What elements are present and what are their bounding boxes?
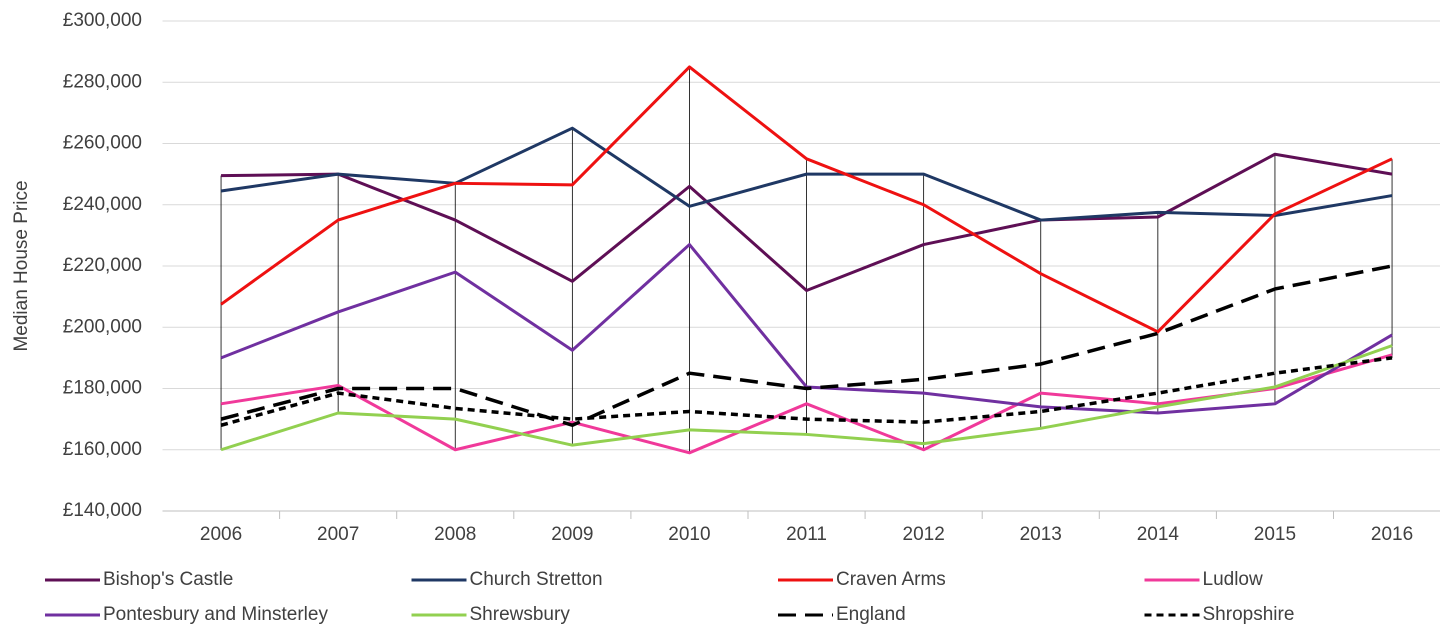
y-tick-label: £200,000 — [63, 316, 142, 337]
x-tick-label: 2016 — [1371, 524, 1413, 545]
series-line — [220, 344, 1393, 452]
y-tick-label: £160,000 — [63, 439, 142, 460]
legend-label: Ludlow — [1203, 569, 1263, 590]
x-tick-label: 2013 — [1020, 524, 1062, 545]
y-tick-label: £260,000 — [63, 133, 142, 154]
x-tick-label: 2009 — [551, 524, 593, 545]
series-line — [220, 356, 1393, 427]
legend-label: Craven Arms — [836, 569, 946, 590]
x-tick-label: 2015 — [1254, 524, 1296, 545]
legend-label: Pontesbury and Minsterley — [103, 604, 328, 625]
series-line — [220, 264, 1393, 427]
x-tick-label: 2011 — [786, 524, 827, 545]
x-tick-label: 2012 — [903, 524, 945, 545]
series-line — [220, 65, 1393, 334]
series-line — [220, 126, 1393, 222]
legend-label: Church Stretton — [470, 569, 603, 590]
x-tick-label: 2014 — [1137, 524, 1180, 545]
legend-label: England — [836, 604, 906, 625]
y-tick-label: £140,000 — [63, 500, 142, 521]
legend-label: Bishop's Castle — [103, 569, 233, 590]
y-tick-label: £220,000 — [63, 255, 142, 276]
y-tick-label: £240,000 — [63, 194, 142, 215]
y-axis-label: Median House Price — [11, 180, 32, 351]
series-line — [221, 152, 1393, 292]
legend-label: Shrewsbury — [470, 604, 571, 625]
series-line — [220, 353, 1393, 455]
y-tick-label: £280,000 — [63, 71, 142, 92]
x-tick-label: 2008 — [434, 524, 476, 545]
y-tick-label: £180,000 — [63, 378, 142, 399]
x-tick-label: 2010 — [668, 524, 710, 545]
x-tick-label: 2007 — [317, 524, 359, 545]
y-tick-label: £300,000 — [63, 10, 142, 31]
legend-label: Shropshire — [1203, 604, 1295, 625]
x-tick-label: 2006 — [200, 524, 242, 545]
